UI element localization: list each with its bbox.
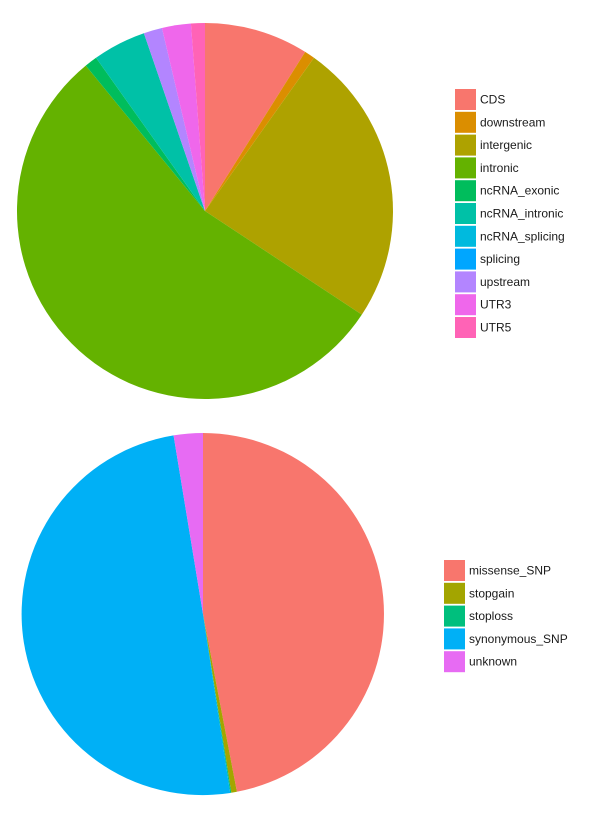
pie-slice-downstream <box>205 51 314 212</box>
pie-slice-stoploss <box>203 614 232 793</box>
legend-label-splicing: splicing <box>480 252 520 266</box>
legend-swatch-ncrna-intronic <box>455 203 476 224</box>
legend-swatch-stopgain <box>444 582 465 604</box>
pie-slice-cds <box>205 23 306 211</box>
legend-label-ncrna-exonic: ncRNA_exonic <box>480 184 559 198</box>
legend-swatch-ncrna-splicing <box>455 225 476 247</box>
pie-slice-unknown <box>173 433 203 614</box>
legend-label-intronic: intronic <box>480 161 519 175</box>
pie-slice-synonymous-snp <box>21 435 231 796</box>
legend-label-stoploss: stoploss <box>469 609 513 623</box>
legend-swatch-intronic <box>455 157 476 179</box>
legend-label-ncrna-intronic: ncRNA_intronic <box>480 207 563 221</box>
legend-swatch-unknown <box>444 651 465 673</box>
pie-chart-2 <box>21 433 384 796</box>
pie-chart-1 <box>16 23 393 400</box>
legend-label-missense-snp: missense_SNP <box>469 564 551 578</box>
pie-slice-intronic <box>16 65 362 400</box>
pie-slice-stopgain <box>203 614 237 793</box>
pie-slice-utr5 <box>190 23 205 211</box>
legend-label-utr5: UTR5 <box>480 321 512 335</box>
legend-swatch-splicing <box>455 248 476 270</box>
pie-slice-intergenic <box>205 57 393 315</box>
legend-label-synonymous-snp: synonymous_SNP <box>469 632 568 646</box>
pie-slice-missense-snp <box>203 433 384 792</box>
legend-swatch-utr3 <box>455 294 476 316</box>
legend-swatch-stoploss <box>444 605 465 627</box>
legend-swatch-synonymous-snp <box>444 628 465 650</box>
legend-label-upstream: upstream <box>480 275 530 289</box>
legend-1: CDS downstream intergenic intronic ncRNA_exo… <box>455 89 565 338</box>
legend-swatch-intergenic <box>455 134 476 156</box>
pie-slice-utr3 <box>161 23 205 212</box>
pie-slice-upstream <box>143 28 205 211</box>
legend-label-utr3: UTR3 <box>480 298 512 312</box>
legend-swatch-missense-snp <box>444 560 465 581</box>
pie-slice-ncrna-exonic <box>85 57 205 212</box>
legend-label-intergenic: intergenic <box>480 138 532 152</box>
legend-swatch-cds <box>455 89 476 110</box>
legend-label-cds: CDS <box>480 93 505 107</box>
legend-swatch-utr5 <box>455 317 476 338</box>
pie-slice-ncrna-intronic <box>96 33 205 212</box>
legend-swatch-ncrna-exonic <box>455 180 476 202</box>
legend-label-unknown: unknown <box>469 655 517 669</box>
legend-label-downstream: downstream <box>480 115 545 129</box>
legend-label-stopgain: stopgain <box>469 586 514 600</box>
legend-label-ncrna-splicing: ncRNA_splicing <box>480 229 565 243</box>
legend-2: missense_SNP stopgain stoploss synonymous_S… <box>444 560 568 673</box>
legend-swatch-upstream <box>455 271 476 293</box>
legend-swatch-downstream <box>455 111 476 133</box>
